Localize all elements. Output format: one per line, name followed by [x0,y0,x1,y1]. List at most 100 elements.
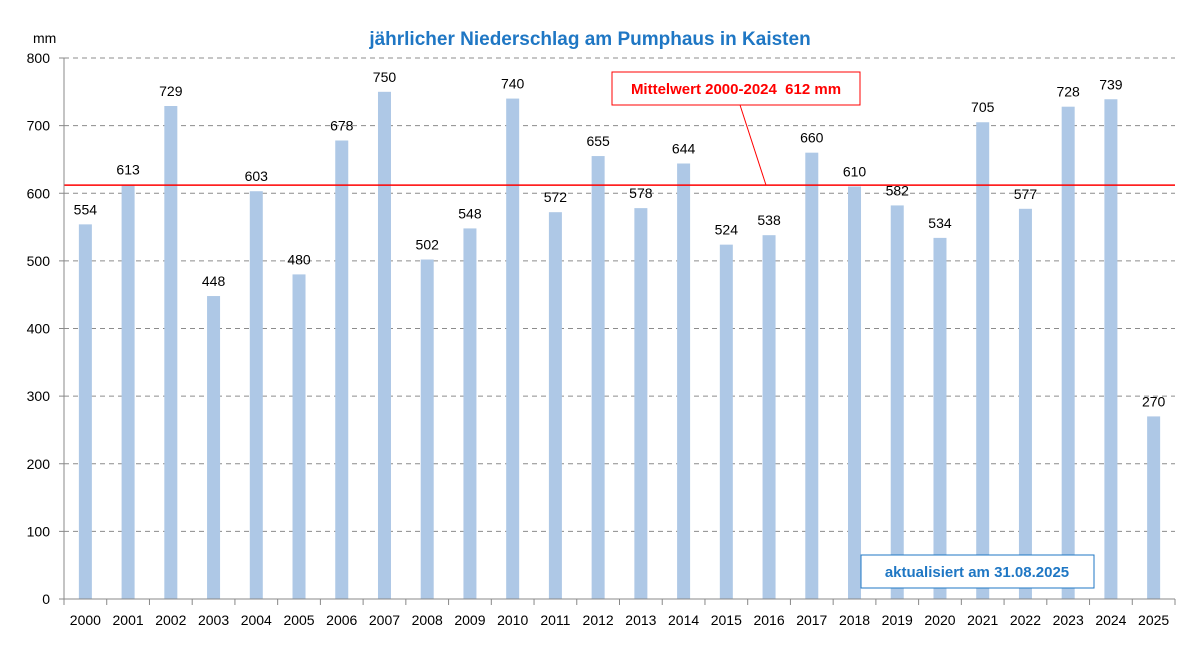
bar [634,208,648,599]
x-tick-label: 2011 [540,612,570,628]
update-note: aktualisiert am 31.08.2025 [885,564,1069,581]
x-tick-label: 2003 [198,612,229,628]
x-tick-label: 2015 [711,612,742,628]
data-label: 739 [1099,76,1123,92]
data-label: 524 [715,222,739,238]
data-label: 750 [373,69,397,85]
bar [292,274,306,599]
bar [1018,208,1032,599]
data-labels: 554 613 729 448 603 480 678 750 502 548 740 572 655 5… [74,69,1166,410]
y-tick-label: 400 [27,321,51,337]
x-tick-label: 2016 [753,612,784,628]
y-tick-label: 300 [27,388,51,404]
data-label: 678 [330,118,354,134]
bar [933,237,947,599]
bar [506,98,520,599]
data-label: 644 [672,140,696,156]
y-tick-label: 600 [27,185,51,201]
data-label: 729 [159,83,183,99]
bar [1061,106,1075,599]
bar [548,212,562,599]
data-label: 728 [1056,84,1080,100]
x-tick-label: 2017 [796,612,827,628]
mean-callout-line [739,104,767,186]
x-tick-label: 2008 [412,612,443,628]
bar [335,140,349,599]
x-tick-label: 2018 [839,612,870,628]
x-tick-label: 2000 [70,612,101,628]
y-axis-ticks: 0 100 200 300 400 500 600 700 800 [27,50,64,607]
x-tick-label: 2019 [882,612,913,628]
data-label: 554 [74,201,98,217]
x-tick-label: 2020 [924,612,955,628]
bar [164,106,178,600]
y-tick-label: 200 [27,456,51,472]
data-label: 448 [202,273,226,289]
data-label: 740 [501,76,525,92]
bar [976,122,990,600]
bar [121,184,135,600]
chart-title: jährlicher Niederschlag am Pumphaus in K… [368,29,810,50]
x-tick-label: 2007 [369,612,400,628]
x-tick-label: 2014 [668,612,699,628]
bar [719,244,733,599]
bar [463,228,477,600]
bar [207,296,221,599]
x-tick-label: 2025 [1138,612,1169,628]
bar [1104,99,1118,599]
data-label: 270 [1142,393,1166,409]
bar [677,163,691,599]
x-tick-label: 2005 [283,612,314,628]
x-tick-label: 2024 [1095,612,1126,628]
x-tick-label: 2006 [326,612,357,628]
x-tick-label: 2001 [113,612,144,628]
x-axis-ticks: 2000 2001 2002 2003 2004 2005 2006 2007 2008 2009… [63,599,1176,628]
y-tick-label: 500 [27,253,51,269]
x-tick-label: 2012 [583,612,614,628]
bars [78,91,1161,600]
x-tick-label: 2004 [241,612,272,628]
x-tick-label: 2013 [625,612,656,628]
data-label: 502 [416,237,440,253]
data-label: 538 [757,212,781,228]
x-tick-label: 2023 [1053,612,1084,628]
data-label: 660 [800,130,824,146]
bar [249,191,263,599]
y-tick-label: 700 [27,118,51,134]
y-tick-label: 100 [27,523,51,539]
bar [377,91,391,599]
data-label: 572 [544,189,568,205]
data-label: 548 [458,205,482,221]
data-label: 655 [586,133,610,149]
data-label: 578 [629,185,653,201]
update-note-box [860,554,1095,589]
x-tick-label: 2002 [155,612,186,628]
data-label: 582 [886,182,910,198]
x-tick-label: 2022 [1010,612,1041,628]
bar [805,152,819,600]
y-axis-unit: mm [33,30,56,46]
data-label: 603 [245,168,269,184]
mean-label-box [611,71,861,106]
x-tick-label: 2010 [497,612,528,628]
bar [420,259,434,599]
grid-lines [64,57,1175,532]
bar [890,205,904,600]
bar [591,156,605,599]
data-label: 480 [287,251,311,267]
y-tick-label: 0 [42,591,50,607]
data-label: 705 [971,99,995,115]
data-label: 534 [928,215,952,231]
x-tick-label: 2009 [454,612,485,628]
data-label: 610 [843,163,867,179]
y-tick-label: 800 [27,50,51,66]
bar [1147,416,1161,599]
bar [848,186,862,600]
data-label: 577 [1014,186,1038,202]
data-label: 613 [116,161,140,177]
x-tick-label: 2021 [967,612,998,628]
mean-label: Mittelwert 2000-2024 612 mm [631,81,841,98]
bar [762,235,776,600]
bar [78,224,92,600]
